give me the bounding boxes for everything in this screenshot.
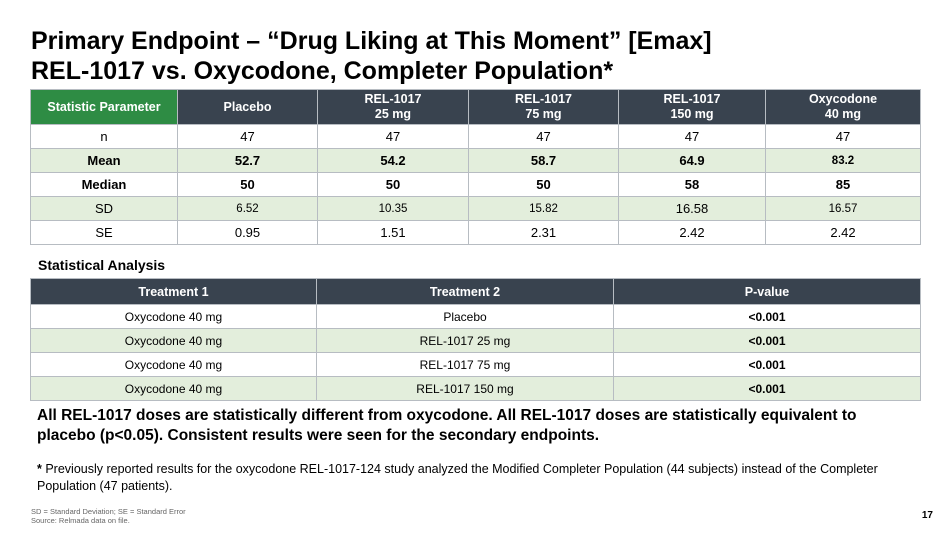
header-rel1017-75mg: REL-1017 75 mg (468, 89, 619, 125)
statistical-analysis-table: Treatment 1 Treatment 2 P-value Oxycodon… (30, 278, 921, 401)
table-cell: Oxycodone 40 mg (30, 328, 317, 353)
page-number: 17 (921, 510, 933, 521)
title-line-1: Primary Endpoint – “Drug Liking at This … (31, 27, 712, 55)
table-cell: 52.7 (177, 148, 318, 173)
statistics-header-row: Statistic Parameter Placebo REL-1017 25 m… (30, 89, 921, 125)
table-row: Oxycodone 40 mg REL-1017 150 mg <0.001 (30, 376, 921, 401)
header-placebo: Placebo (177, 89, 318, 125)
table-cell: 2.42 (765, 220, 921, 245)
p-value-cell: <0.001 (613, 304, 921, 329)
row-label: Median (30, 172, 178, 197)
title-line-2: REL-1017 vs. Oxycodone, Completer Popula… (31, 57, 614, 85)
source-line: Source: Relmada data on file. (31, 516, 130, 525)
conclusion-text: All REL-1017 doses are statistically dif… (37, 407, 857, 444)
table-cell: 15.82 (468, 196, 619, 221)
table-cell: 47 (177, 124, 318, 149)
table-row: n 47 47 47 47 47 (30, 124, 921, 149)
table-row: Oxycodone 40 mg REL-1017 75 mg <0.001 (30, 352, 921, 377)
footnote-star: * (37, 462, 42, 476)
table-cell: Oxycodone 40 mg (30, 352, 317, 377)
slide-title: Primary Endpoint – “Drug Liking at This … (31, 26, 921, 86)
table-cell: 1.51 (317, 220, 469, 245)
table-row: Median 50 50 50 58 85 (30, 172, 921, 197)
header-treatment-2: Treatment 2 (316, 278, 614, 305)
table-cell: 2.31 (468, 220, 619, 245)
table-cell: 58 (618, 172, 766, 197)
abbreviations-line: SD = Standard Deviation; SE = Standard E… (31, 507, 186, 516)
header-statistic-parameter: Statistic Parameter (30, 89, 178, 125)
table-cell: REL-1017 150 mg (316, 376, 614, 401)
table-cell: REL-1017 25 mg (316, 328, 614, 353)
table-cell: 10.35 (317, 196, 469, 221)
table-row: SD 6.52 10.35 15.82 16.58 16.57 (30, 196, 921, 221)
statistical-analysis-label: Statistical Analysis (38, 257, 166, 273)
table-cell: 16.58 (618, 196, 766, 221)
table-cell: 50 (317, 172, 469, 197)
table-cell: 64.9 (618, 148, 766, 173)
table-cell: 58.7 (468, 148, 619, 173)
table-cell: 47 (618, 124, 766, 149)
table-cell: REL-1017 75 mg (316, 352, 614, 377)
table-row: Mean 52.7 54.2 58.7 64.9 83.2 (30, 148, 921, 173)
table-row: Oxycodone 40 mg REL-1017 25 mg <0.001 (30, 328, 921, 353)
table-cell: Oxycodone 40 mg (30, 304, 317, 329)
table-cell: 83.2 (765, 148, 921, 173)
table-cell: Oxycodone 40 mg (30, 376, 317, 401)
table-cell: 2.42 (618, 220, 766, 245)
p-value-cell: <0.001 (613, 352, 921, 377)
table-cell: 50 (468, 172, 619, 197)
analysis-header-row: Treatment 1 Treatment 2 P-value (30, 278, 921, 305)
table-cell: 50 (177, 172, 318, 197)
header-treatment-1: Treatment 1 (30, 278, 317, 305)
table-row: SE 0.95 1.51 2.31 2.42 2.42 (30, 220, 921, 245)
row-label: Mean (30, 148, 178, 173)
header-rel1017-25mg: REL-1017 25 mg (317, 89, 469, 125)
header-oxycodone-40mg: Oxycodone 40 mg (765, 89, 921, 125)
footnote-text: Previously reported results for the oxyc… (37, 462, 878, 493)
table-cell: 16.57 (765, 196, 921, 221)
table-cell: 6.52 (177, 196, 318, 221)
table-cell: 47 (468, 124, 619, 149)
footnote: * Previously reported results for the ox… (37, 461, 917, 495)
row-label: SD (30, 196, 178, 221)
header-rel1017-150mg: REL-1017 150 mg (618, 89, 766, 125)
table-cell: 0.95 (177, 220, 318, 245)
p-value-cell: <0.001 (613, 328, 921, 353)
table-cell: Placebo (316, 304, 614, 329)
table-row: Oxycodone 40 mg Placebo <0.001 (30, 304, 921, 329)
p-value-cell: <0.001 (613, 376, 921, 401)
header-p-value: P-value (613, 278, 921, 305)
table-cell: 47 (765, 124, 921, 149)
table-cell: 54.2 (317, 148, 469, 173)
statistics-table: Statistic Parameter Placebo REL-1017 25 m… (30, 89, 921, 245)
table-cell: 47 (317, 124, 469, 149)
table-cell: 85 (765, 172, 921, 197)
source-note: SD = Standard Deviation; SE = Standard E… (31, 507, 186, 525)
row-label: n (30, 124, 178, 149)
row-label: SE (30, 220, 178, 245)
